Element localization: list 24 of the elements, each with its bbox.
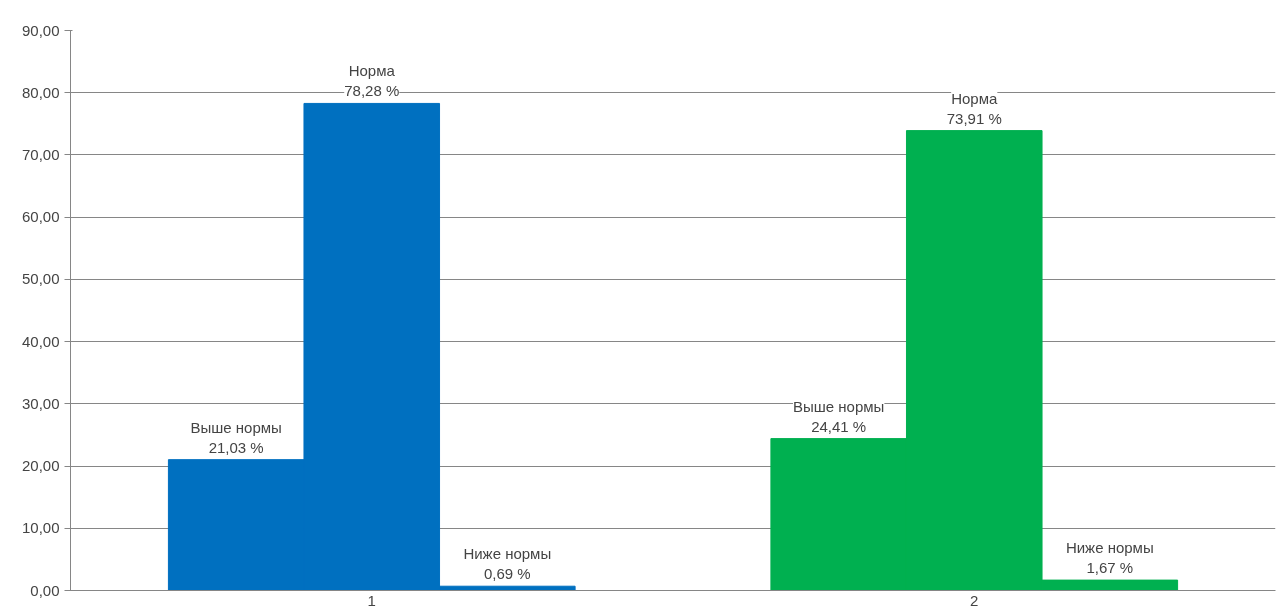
data-label: 1,67 %	[1086, 559, 1134, 577]
y-tick-label: 90,00	[21, 21, 60, 39]
text: Норма	[951, 89, 998, 107]
data-label: 0,69 %	[483, 565, 531, 583]
y-tick-label: 10,00	[21, 519, 60, 537]
x-tick-label: 2	[970, 591, 979, 609]
y-tick-label: 70,00	[21, 145, 60, 163]
data-label: 24,41 %	[811, 417, 867, 435]
y-tick-label: 30,00	[21, 394, 60, 412]
series-label: Норма	[348, 62, 396, 80]
series-label: Ниже нормы	[463, 545, 552, 563]
y-tick-label: 50,00	[21, 270, 60, 288]
text: Выше нормы	[792, 397, 885, 415]
y-tick-label: 80,00	[21, 83, 60, 101]
data-label: 78,28 %	[344, 82, 400, 100]
text: Ниже нормы	[1065, 539, 1154, 557]
y-tick-label: 20,00	[21, 457, 60, 475]
data-label: 21,03 %	[208, 438, 264, 456]
y-tick-label: 60,00	[21, 208, 60, 226]
y-tick-label: 40,00	[21, 332, 60, 350]
data-label: 73,91 %	[946, 109, 1002, 127]
series-label: Выше нормы	[190, 418, 282, 436]
y-tick-label: 0,00	[30, 581, 60, 599]
x-tick-label: 1	[367, 591, 376, 609]
